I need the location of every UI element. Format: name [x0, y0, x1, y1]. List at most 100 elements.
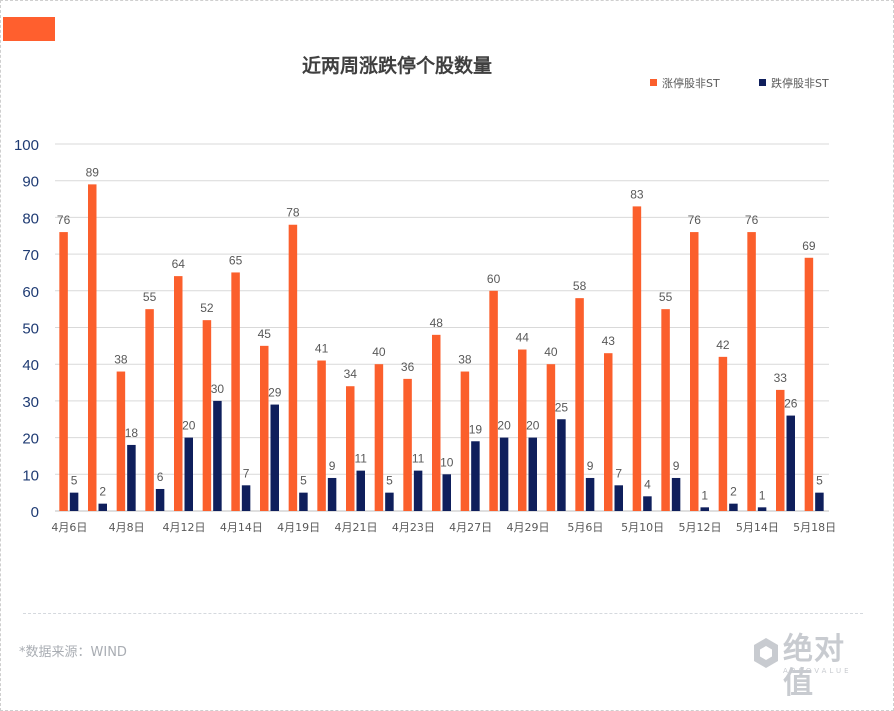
data-label-2-15: 20	[497, 419, 511, 433]
bar-2-5	[213, 400, 222, 511]
x-tick-label-8: 4月19日	[277, 521, 320, 534]
data-label-1-7: 45	[258, 327, 272, 341]
data-label-1-14: 38	[458, 353, 472, 367]
data-label-1-16: 44	[516, 331, 530, 345]
bar-2-14	[471, 441, 480, 511]
bar-1-13	[432, 334, 441, 511]
data-label-1-5: 52	[200, 301, 214, 315]
x-tick-label-26: 5月18日	[793, 521, 836, 534]
y-tick-label-20: 20	[22, 431, 39, 448]
bar-1-12	[403, 378, 412, 511]
x-tick-label-20: 5月10日	[621, 521, 664, 534]
data-label-1-4: 64	[172, 257, 186, 271]
x-tick-label-6: 4月14日	[220, 521, 263, 534]
bar-1-25	[776, 389, 785, 511]
bar-1-26	[804, 257, 814, 511]
legend-swatch-1	[650, 79, 657, 86]
data-label-2-23: 2	[730, 485, 737, 499]
x-tick-label-10: 4月21日	[335, 521, 378, 534]
data-label-2-9: 9	[329, 459, 336, 473]
y-tick-label-0: 0	[31, 504, 39, 521]
bar-2-21	[671, 477, 681, 511]
data-label-1-9: 41	[315, 342, 329, 356]
accent-bar	[3, 17, 55, 41]
y-tick-label-60: 60	[22, 284, 39, 301]
bar-2-3	[155, 488, 165, 511]
bar-1-2	[116, 371, 126, 511]
data-label-1-12: 36	[401, 360, 415, 374]
bar-2-19	[614, 485, 623, 511]
bar-2-4	[184, 437, 193, 511]
y-tick-label-70: 70	[22, 247, 39, 264]
data-label-1-6: 65	[229, 253, 243, 267]
data-label-2-0: 5	[71, 474, 78, 488]
x-tick-label-22: 5月12日	[679, 521, 722, 534]
data-label-1-10: 34	[344, 367, 358, 381]
data-label-1-18: 58	[573, 279, 587, 293]
bar-1-15	[489, 290, 498, 511]
brand-logo: 绝对值 ABSOVALUE	[753, 633, 865, 701]
bar-2-15	[499, 437, 509, 511]
bar-1-1	[88, 184, 97, 511]
x-tick-label-4: 4月12日	[163, 521, 206, 534]
bar-1-8	[288, 224, 298, 512]
data-label-2-5: 30	[211, 382, 225, 396]
data-label-1-2: 38	[114, 353, 128, 367]
x-tick-label-2: 4月8日	[109, 521, 145, 534]
data-label-1-13: 48	[430, 316, 444, 330]
data-label-2-18: 9	[587, 459, 594, 473]
bar-1-6	[231, 272, 240, 511]
y-tick-label-80: 80	[22, 210, 39, 227]
data-label-2-13: 10	[440, 455, 454, 469]
data-label-2-19: 7	[615, 466, 622, 480]
data-label-1-15: 60	[487, 272, 501, 286]
bar-2-6	[241, 485, 251, 511]
bar-2-24	[757, 507, 767, 511]
legend-label-1: 涨停股非ST	[662, 76, 720, 90]
data-label-2-21: 9	[673, 459, 680, 473]
x-tick-label-12: 4月23日	[392, 521, 435, 534]
bar-1-0	[59, 232, 68, 511]
bar-2-13	[442, 474, 451, 511]
data-label-2-16: 20	[526, 419, 540, 433]
data-label-1-8: 78	[286, 206, 300, 220]
y-tick-label-50: 50	[22, 321, 39, 338]
bar-1-10	[346, 386, 355, 511]
bar-2-11	[385, 492, 394, 511]
y-tick-label-30: 30	[22, 394, 39, 411]
data-label-1-21: 55	[659, 290, 673, 304]
data-label-2-8: 5	[300, 474, 307, 488]
data-label-1-22: 76	[688, 213, 702, 227]
bar-1-23	[718, 356, 728, 511]
cube-logo-icon	[754, 638, 778, 668]
data-label-2-3: 6	[157, 470, 164, 484]
bar-1-7	[260, 345, 269, 511]
bar-2-12	[413, 470, 423, 511]
bar-2-10	[356, 470, 365, 511]
data-label-1-3: 55	[143, 290, 157, 304]
logo-subtitle: ABSOVALUE	[783, 667, 852, 675]
bar-1-22	[690, 232, 699, 511]
bar-1-17	[546, 364, 556, 511]
bar-2-26	[815, 492, 824, 511]
data-label-2-11: 5	[386, 474, 393, 488]
data-label-1-1: 89	[86, 165, 100, 179]
x-tick-label-16: 4月29日	[507, 521, 550, 534]
legend-label-2: 跌停股非ST	[771, 76, 829, 90]
data-label-1-23: 42	[716, 338, 730, 352]
data-label-2-26: 5	[816, 474, 823, 488]
chart-title: 近两周涨跌停个股数量	[302, 54, 492, 77]
bar-2-9	[327, 477, 337, 511]
data-label-2-14: 19	[469, 422, 483, 436]
bar-1-5	[202, 320, 212, 511]
data-label-2-22: 1	[701, 488, 708, 502]
bar-1-20	[632, 206, 642, 511]
data-label-1-0: 76	[57, 213, 71, 227]
bar-2-0	[69, 492, 79, 511]
data-label-2-1: 2	[99, 485, 106, 499]
data-label-1-26: 69	[802, 239, 816, 253]
bar-1-9	[317, 360, 326, 511]
x-tick-label-24: 5月14日	[736, 521, 779, 534]
